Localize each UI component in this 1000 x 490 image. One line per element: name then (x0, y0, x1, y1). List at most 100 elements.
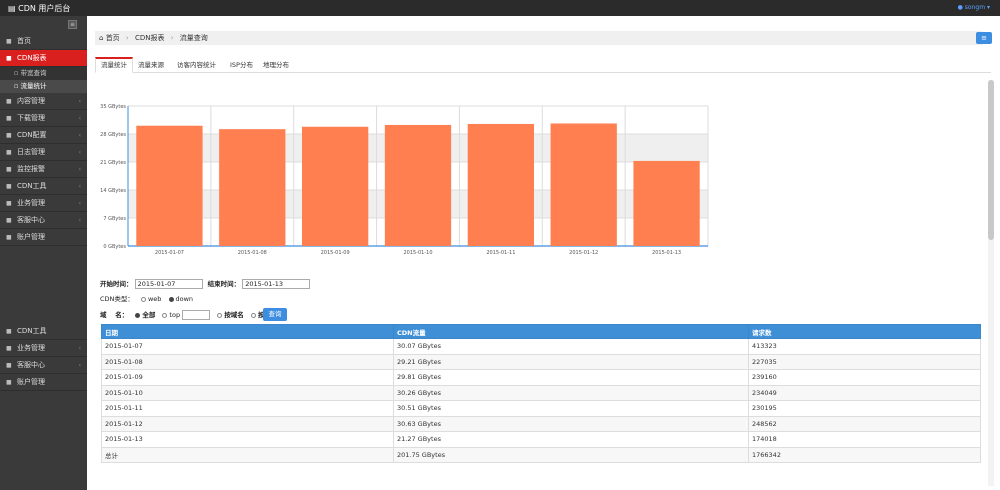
scrollbar[interactable] (988, 80, 994, 486)
sidebar-item-label: CDN配置 (17, 131, 47, 139)
cell-date: 2015-01-11 (101, 400, 394, 417)
menu-toggle-button[interactable]: ≡ (976, 32, 992, 44)
download-icon: ■ (6, 115, 12, 122)
table-row: 2015-01-07 30.07 GBytes 413323 (101, 338, 981, 355)
x-tick-label: 2015-01-10 (403, 250, 432, 256)
col-header-requests: 请求数 (748, 324, 981, 339)
y-tick-label: 21 GBytes (100, 160, 126, 166)
end-time-label: 结束时间： (207, 280, 241, 288)
cell-requests: 234049 (748, 384, 981, 401)
domain-by-name-radio[interactable] (217, 312, 223, 318)
tab-visitor-content[interactable]: 访客内容统计 (177, 61, 216, 69)
user-icon: ■ (6, 379, 12, 386)
cell-traffic: 201.75 GBytes (393, 446, 749, 463)
tab-traffic-source[interactable]: 流量来源 (138, 61, 164, 69)
chevron-left-icon: ‹ (78, 115, 81, 122)
tab-traffic-stats[interactable]: 流量统计 (95, 57, 133, 73)
user-icon: ● (957, 4, 963, 11)
domain-top-radio[interactable] (162, 312, 168, 318)
y-tick-label: 0 GBytes (103, 244, 126, 250)
sidebar-item-label: CDN报表 (17, 54, 47, 62)
sidebar-item-4[interactable]: ■ 内容管理 ‹ (0, 93, 87, 110)
cell-traffic: 30.07 GBytes (393, 338, 749, 355)
cell-requests: 174018 (748, 431, 981, 448)
sidebar-item-12[interactable]: ■ 账户管理 (0, 229, 87, 246)
chevron-left-icon: ‹ (78, 98, 81, 105)
bar (467, 123, 534, 246)
sidebar-item-9[interactable]: ■ CDN工具 ‹ (0, 178, 87, 195)
cell-date: 2015-01-10 (101, 384, 394, 401)
cell-traffic: 29.81 GBytes (393, 369, 749, 386)
cdn-type-web-label: web (147, 295, 162, 303)
main-content: ⌂ 首页 › CDN报表 › 流量查询 ≡ 流量统计 流量来源 访客内容统计 I… (87, 16, 1000, 490)
grid-icon: ■ (6, 200, 12, 207)
breadcrumb-home[interactable]: 首页 (105, 34, 120, 42)
sidebar-item-8[interactable]: ■ 监控报警 ‹ (0, 161, 87, 178)
breadcrumb: ⌂ 首页 › CDN报表 › 流量查询 (95, 31, 983, 45)
sidebar-item-label: 业务管理 (17, 199, 45, 207)
sidebar-item-0[interactable]: ■ CDN工具 (0, 323, 87, 340)
service-icon: ■ (6, 217, 12, 224)
menu-icon[interactable]: ≡ (68, 20, 77, 29)
cell-requests: 248562 (748, 415, 981, 432)
tab-geo[interactable]: 地理分布 (263, 61, 289, 69)
sidebar-item-label: 客服中心 (17, 361, 45, 369)
table-row: 2015-01-13 21.27 GBytes 174018 (101, 431, 981, 448)
sidebar-item-label: 流量统计 (20, 82, 47, 90)
domain-all-radio[interactable] (135, 312, 141, 318)
tab-isp[interactable]: ISP分布 (230, 61, 253, 69)
sidebar-item-3[interactable]: ■ 账户管理 (0, 374, 87, 391)
x-tick-label: 2015-01-12 (569, 250, 598, 256)
cdn-type-label: CDN类型： (100, 295, 134, 303)
wrench-icon: ■ (6, 183, 12, 190)
sidebar-item-7[interactable]: ■ 日志管理 ‹ (0, 144, 87, 161)
chevron-left-icon: ‹ (78, 149, 81, 156)
x-tick-label: 2015-01-09 (321, 250, 350, 256)
breadcrumb-section[interactable]: CDN报表 (134, 34, 165, 42)
sidebar-subitem-2[interactable]: ▫ 带宽查询 (0, 67, 87, 80)
domain-label: 域 名： (100, 311, 129, 319)
sidebar-item-2[interactable]: ■ 客服中心 ‹ (0, 357, 87, 374)
sidebar-item-5[interactable]: ■ 下载管理 ‹ (0, 110, 87, 127)
x-tick-label: 2015-01-07 (155, 250, 184, 256)
chevron-left-icon: ‹ (78, 132, 81, 139)
cell-requests: 230195 (748, 400, 981, 417)
cell-requests: 413323 (748, 338, 981, 355)
sidebar-item-6[interactable]: ■ CDN配置 ‹ (0, 127, 87, 144)
domain-all-label: 全部 (142, 311, 156, 319)
traffic-table: 日期 CDN流量 请求数 2015-01-07 30.07 GBytes 41332… (101, 324, 981, 463)
sidebar-item-label: 带宽查询 (20, 69, 47, 77)
domain-by-name-label: 按域名 (224, 311, 244, 319)
cell-date: 2015-01-12 (101, 415, 394, 432)
table-row: 2015-01-11 30.51 GBytes 230195 (101, 400, 981, 417)
x-tick-label: 2015-01-08 (238, 250, 267, 256)
top-bar: ▤ CDN 用户后台 ● songm ▾ (0, 0, 1000, 16)
sidebar-item-10[interactable]: ■ 业务管理 ‹ (0, 195, 87, 212)
cell-date: 2015-01-09 (101, 369, 394, 386)
log-icon: ■ (6, 149, 12, 156)
sidebar-item-label: 监控报警 (17, 165, 45, 173)
sidebar-item-1[interactable]: ■ 业务管理 ‹ (0, 340, 87, 357)
top-count-input[interactable] (182, 310, 211, 320)
x-tick-label: 2015-01-13 (652, 250, 681, 256)
sidebar-nav-secondary: ■ CDN工具 ■ 业务管理 ‹ ■ 客服中心 ‹ ■ 账户管理 (0, 323, 87, 391)
caret-icon: ▾ (986, 4, 990, 11)
table-row: 2015-01-08 29.21 GBytes 227035 (101, 353, 981, 370)
sidebar-item-11[interactable]: ■ 客服中心 ‹ (0, 212, 87, 229)
grid-icon: ■ (6, 345, 12, 352)
query-button[interactable]: 查询 (263, 308, 287, 321)
cdn-type-down-radio[interactable] (168, 296, 174, 302)
scrollbar-thumb[interactable] (988, 80, 994, 240)
end-time-input[interactable]: 2015-01-13 (242, 279, 311, 289)
list-icon: ■ (6, 98, 12, 105)
sidebar-item-1[interactable]: ■ CDN报表 (0, 50, 87, 67)
start-time-input[interactable]: 2015-01-07 (134, 279, 203, 289)
domain-by-channel-radio[interactable] (250, 312, 256, 318)
cdn-type-web-radio[interactable] (140, 296, 146, 302)
user-menu[interactable]: ● songm ▾ (957, 4, 990, 11)
monitor-icon: ■ (6, 166, 12, 173)
sidebar-item-label: 业务管理 (17, 344, 45, 352)
sidebar-item-label: 账户管理 (17, 378, 45, 386)
sidebar-item-0[interactable]: ■ 首页 (0, 33, 87, 50)
sidebar-subitem-3[interactable]: ▫ 流量统计 (0, 80, 87, 93)
